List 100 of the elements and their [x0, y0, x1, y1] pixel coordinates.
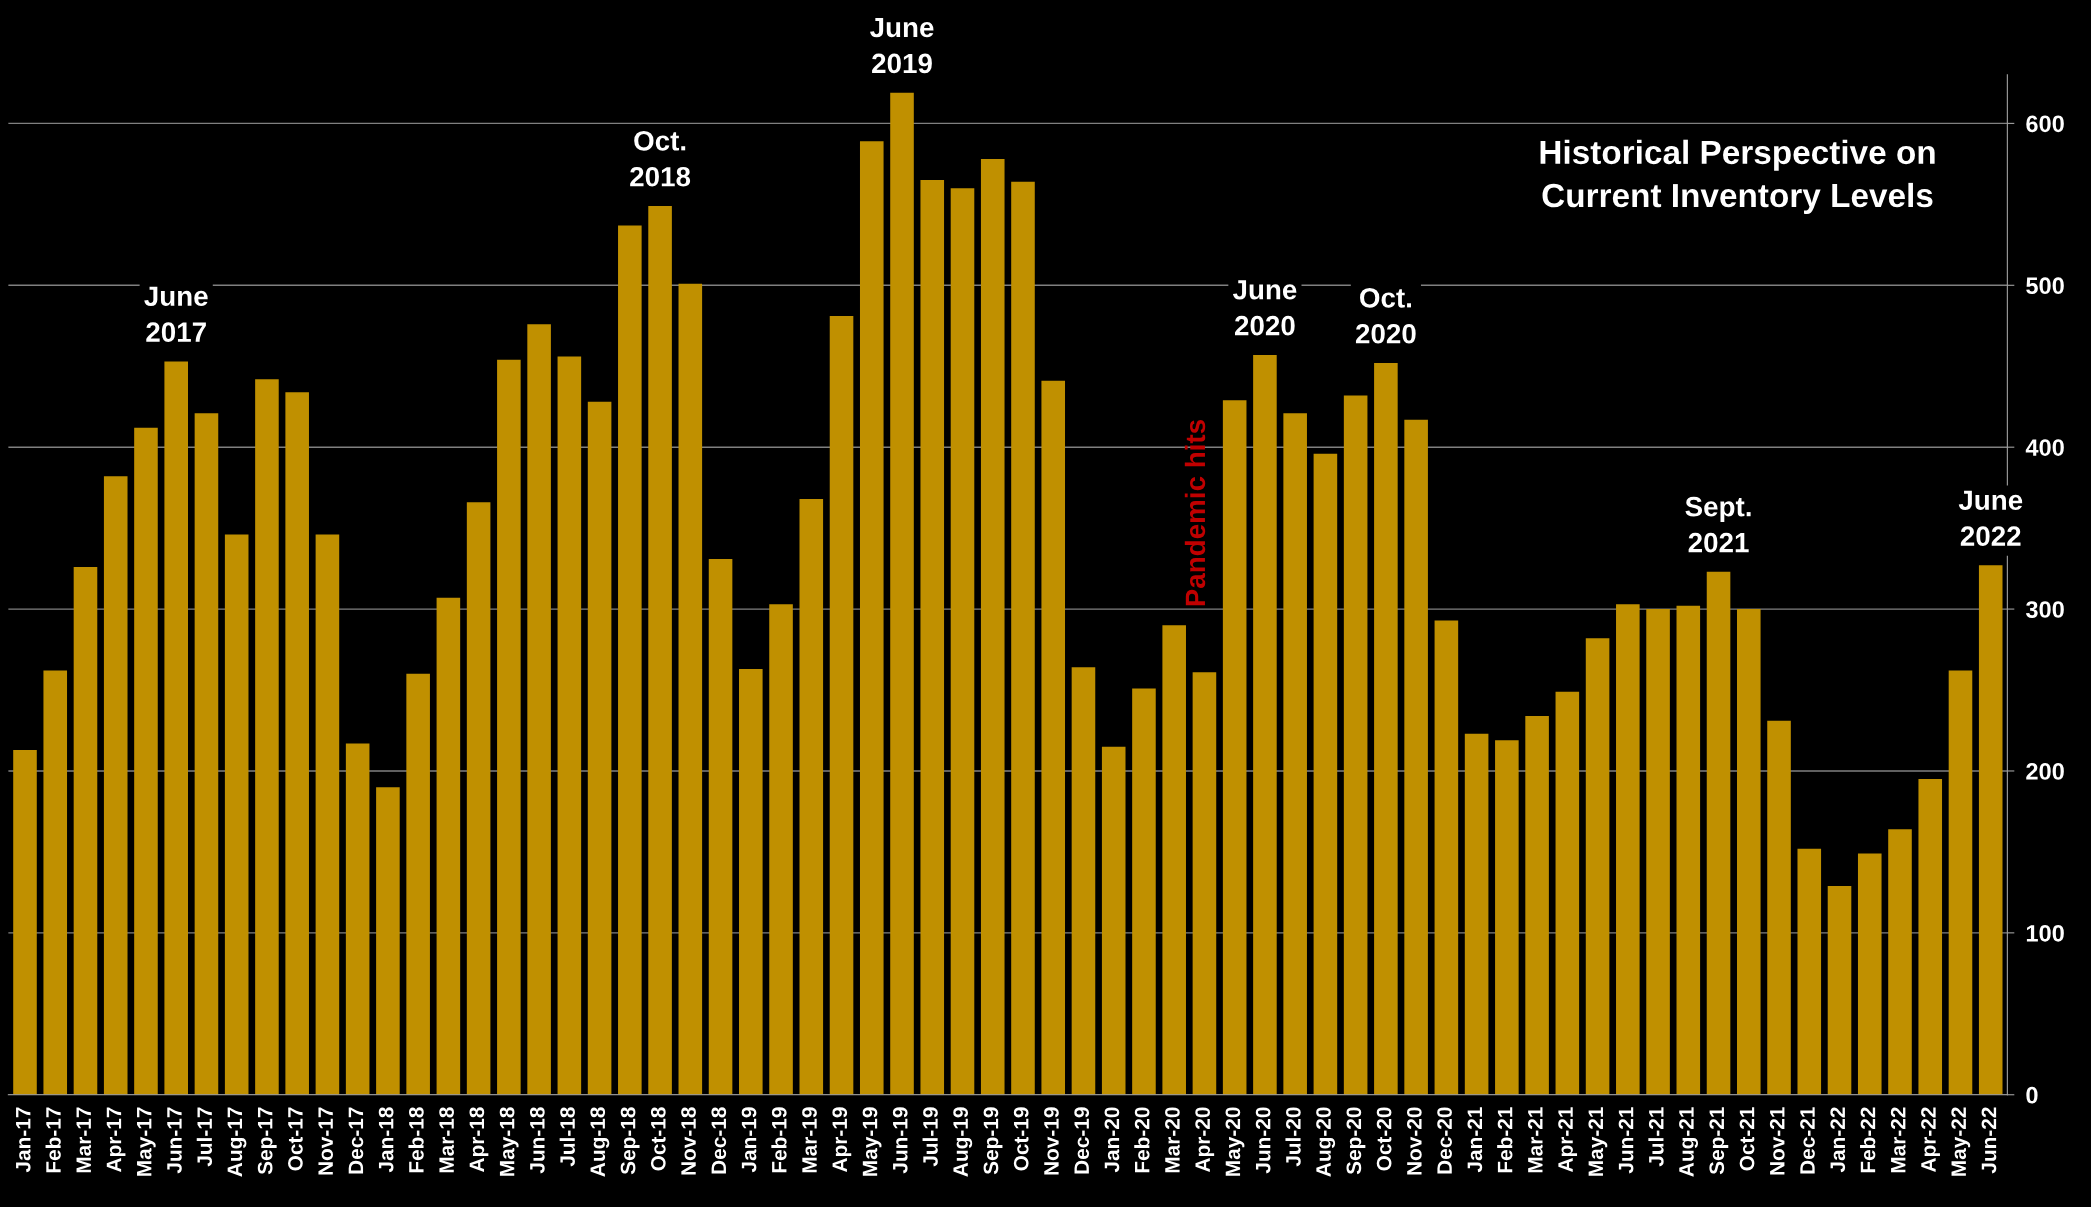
x-tick-label: Apr-20	[1195, 1107, 1215, 1173]
bar	[13, 749, 37, 1095]
x-tick-label: Dec-21	[1800, 1107, 1815, 1174]
x-tick-label: Jun-17	[167, 1107, 182, 1174]
x-tick-label: Jan-17	[16, 1107, 31, 1173]
bar	[406, 673, 430, 1095]
bar	[103, 476, 128, 1095]
bar	[1132, 688, 1156, 1095]
bar	[587, 401, 612, 1095]
bar	[1978, 565, 2003, 1095]
x-tick-label: Jul-21	[1648, 1107, 1664, 1167]
x-tick-label: Aug-17	[227, 1107, 247, 1177]
x-tick-label: Sep-17	[257, 1107, 277, 1175]
x-tick-label: Jul-18	[559, 1107, 575, 1167]
x-tick-label: Mar-21	[1527, 1107, 1543, 1173]
bar	[769, 604, 793, 1095]
x-tick-label: Dec-20	[1437, 1107, 1452, 1174]
bar	[497, 359, 521, 1095]
bar	[799, 498, 824, 1095]
bar	[1706, 571, 1731, 1095]
x-tick-label: Mar-19	[802, 1107, 817, 1173]
bar	[708, 558, 733, 1095]
bar	[43, 670, 68, 1095]
y-tick-label: 500	[2026, 277, 2064, 295]
x-tick-label: Aug-18	[590, 1107, 610, 1177]
x-tick-label: Oct-19	[1013, 1107, 1029, 1171]
bar	[1071, 667, 1096, 1095]
x-tick-label: Dec-19	[1074, 1107, 1090, 1174]
x-tick-label: Sep-20	[1346, 1107, 1366, 1175]
x-tick-label: Apr-21	[1558, 1107, 1578, 1173]
bar	[194, 413, 219, 1095]
x-tick-label: Jan-18	[378, 1107, 394, 1173]
x-tick-label: Oct-21	[1739, 1107, 1755, 1171]
bar	[950, 188, 975, 1095]
bar	[1737, 609, 1761, 1095]
bar	[1676, 605, 1701, 1095]
annotation: Pandemic hits	[1184, 420, 1206, 606]
bar	[345, 743, 370, 1095]
bar	[466, 502, 491, 1095]
x-tick-label: May-18	[499, 1107, 519, 1176]
bar	[376, 787, 400, 1095]
bar	[1585, 638, 1610, 1095]
y-tick-label: 200	[2026, 763, 2064, 780]
bar	[1525, 715, 1549, 1095]
bar	[255, 379, 279, 1095]
annotation: June 2019	[870, 17, 934, 74]
bar	[1948, 670, 1973, 1095]
y-tick-label: 400	[2025, 439, 2064, 456]
x-tick-label: Aug-19	[953, 1107, 973, 1177]
bar	[890, 92, 914, 1095]
x-tick-label: Feb-18	[408, 1107, 424, 1173]
x-tick-label: Nov-19	[1044, 1107, 1059, 1175]
bar	[285, 392, 309, 1095]
x-tick-label: Aug-20	[1316, 1107, 1336, 1177]
x-tick-label: Jul-17	[196, 1107, 213, 1167]
x-tick-label: Nov-21	[1769, 1107, 1785, 1175]
x-tick-label: Mar-20	[1165, 1107, 1180, 1173]
x-tick-label: Jan-22	[1830, 1107, 1846, 1173]
x-tick-label: Feb-20	[1134, 1107, 1150, 1173]
x-tick-label: Jun-19	[892, 1107, 908, 1174]
x-tick-label: Apr-18	[469, 1107, 489, 1173]
x-tick-label: May-22	[1951, 1107, 1971, 1176]
x-tick-label: May-19	[862, 1107, 882, 1176]
x-tick-label: Apr-19	[832, 1107, 852, 1173]
bar	[527, 324, 551, 1095]
x-tick-label: Apr-17	[106, 1107, 126, 1173]
x-tick-label: Nov-20	[1406, 1107, 1422, 1175]
annotation: Oct. 2018	[630, 130, 691, 187]
y-tick-label: 0	[2026, 1086, 2038, 1104]
bar	[829, 316, 854, 1095]
bar	[73, 566, 98, 1095]
bar	[436, 597, 461, 1095]
x-tick-label: May-21	[1588, 1107, 1608, 1176]
bar	[1253, 354, 1277, 1095]
annotation: June 2017	[144, 286, 208, 342]
bar	[1555, 691, 1580, 1095]
x-tick-label: Feb-21	[1497, 1107, 1513, 1173]
bar	[1827, 885, 1852, 1095]
x-tick-label: Oct-17	[288, 1107, 303, 1171]
bar	[1313, 453, 1338, 1095]
x-tick-label: Feb-22	[1860, 1107, 1876, 1173]
y-tick-label: 100	[2026, 924, 2064, 942]
x-tick-label: Sep-21	[1709, 1107, 1729, 1175]
x-tick-label: Mar-22	[1890, 1107, 1906, 1173]
x-tick-label: May-17	[137, 1107, 156, 1176]
bar	[739, 668, 763, 1095]
x-tick-label: Feb-19	[771, 1107, 787, 1173]
x-tick-label: Dec-17	[348, 1107, 364, 1174]
bar	[1374, 363, 1398, 1095]
annotation: June 2022	[1958, 490, 2023, 546]
bar	[1495, 740, 1519, 1095]
bar	[859, 141, 884, 1095]
bar	[1222, 400, 1247, 1095]
bar	[1918, 779, 1943, 1095]
bar	[1343, 395, 1368, 1095]
x-tick-label: Dec-18	[711, 1107, 727, 1174]
bar	[1011, 181, 1035, 1095]
bar	[557, 356, 582, 1095]
bar	[1464, 733, 1489, 1095]
bar	[134, 427, 158, 1095]
